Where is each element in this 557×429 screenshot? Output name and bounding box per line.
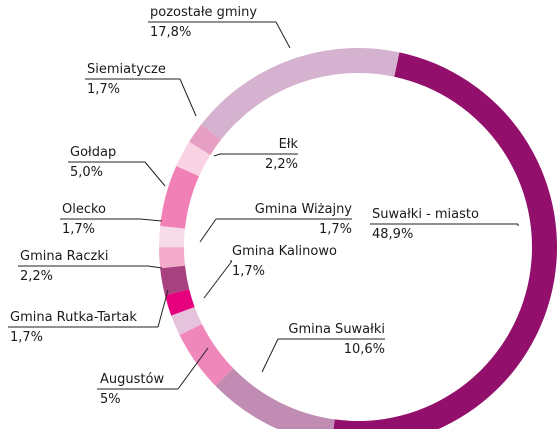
leader-line (97, 347, 209, 390)
slice-label: Olecko (62, 202, 106, 217)
slice-label: pozostałe gminy (150, 5, 257, 20)
slice-value: 1,7% (319, 222, 352, 237)
donut-slice (201, 48, 400, 140)
slice-value: 48,9% (372, 227, 413, 242)
slice-value: 1,7% (232, 264, 265, 279)
donut-slice (164, 289, 195, 316)
donut-slice (171, 306, 202, 336)
leader-line (199, 218, 352, 243)
slice-value: 5% (100, 392, 121, 407)
leader-line (148, 21, 291, 49)
slice-label: Gołdap (70, 145, 116, 160)
donut-slice (159, 225, 185, 248)
donut-slice (333, 52, 557, 429)
slice-value: 1,7% (62, 222, 95, 237)
slice-value: 1,7% (87, 82, 120, 97)
donut-slice (189, 124, 221, 155)
leader-line (370, 223, 519, 226)
slice-value: 1,7% (10, 330, 43, 345)
slice-label: Gmina Suwałki (288, 322, 385, 337)
donut-slice (160, 265, 190, 296)
slice-value: 2,2% (265, 157, 298, 172)
slice-value: 5,0% (70, 165, 103, 180)
leader-line (213, 153, 298, 157)
leader-line (261, 338, 385, 373)
leader-line (18, 265, 163, 269)
slice-label: Gmina Wiżajny (255, 202, 353, 217)
slice-label: Gmina Raczki (20, 249, 109, 264)
donut-slice (159, 247, 185, 269)
leader-line (8, 289, 169, 328)
leader-line (85, 78, 197, 117)
leader-line (68, 161, 166, 187)
donut-slice (215, 368, 335, 429)
slice-label: Ełk (279, 137, 299, 152)
slice-value: 2,2% (20, 269, 53, 284)
slice-label: Suwałki - miasto (372, 207, 479, 222)
slice-value: 17,8% (150, 25, 191, 40)
donut-slice (176, 141, 211, 177)
donut-slice (179, 323, 234, 386)
donut-slice (160, 165, 200, 229)
slice-label: Gmina Rutka-Tartak (10, 310, 137, 325)
slice-value: 10,6% (344, 342, 385, 357)
slice-label: Augustów (100, 372, 164, 387)
leader-line (60, 218, 163, 222)
leader-line (203, 260, 233, 299)
slice-label: Siemiatycze (87, 62, 166, 77)
slice-label: Gmina Kalinowo (232, 244, 337, 259)
